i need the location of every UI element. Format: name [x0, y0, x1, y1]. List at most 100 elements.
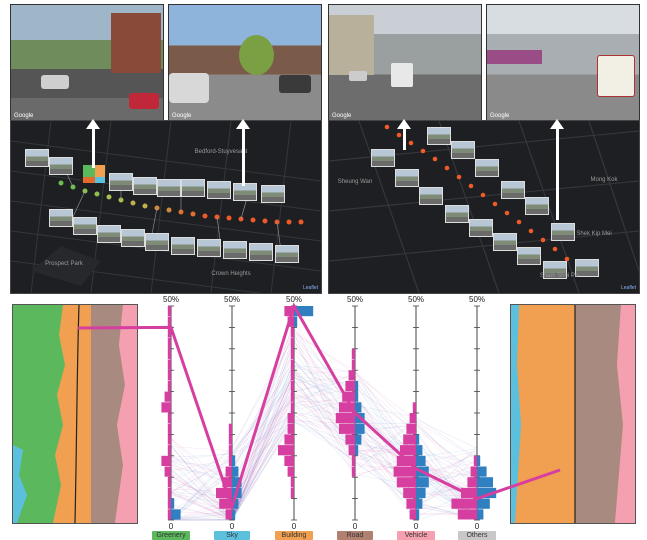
map-thumbnail[interactable]	[49, 209, 73, 227]
histogram-bar-pink	[225, 509, 232, 520]
map-thumbnail[interactable]	[109, 173, 133, 191]
map-thumbnail[interactable]	[133, 177, 157, 195]
axis-bottom-label: 0	[168, 522, 174, 531]
map-thumbnail[interactable]	[181, 179, 205, 197]
histogram-bar-pink	[290, 391, 294, 402]
map-thumbnail[interactable]	[517, 247, 541, 265]
composition-strip-left[interactable]	[12, 304, 138, 524]
map-thumbnail[interactable]	[371, 149, 395, 167]
background-line-blue	[170, 379, 478, 521]
map-thumbnail[interactable]	[427, 127, 451, 145]
map-thumbnail[interactable]	[249, 243, 273, 261]
background-line-blue	[170, 393, 478, 507]
map-thumbnail[interactable]	[543, 261, 567, 279]
map-thumbnail[interactable]	[575, 259, 599, 277]
background-line-pink	[170, 376, 478, 518]
background-line-pink	[170, 349, 478, 519]
background-line-blue	[170, 379, 478, 517]
background-line-blue	[170, 327, 478, 498]
legend-sky[interactable]: Sky	[214, 531, 250, 540]
map-thumbnail[interactable]	[197, 239, 221, 257]
background-line-blue	[170, 352, 478, 521]
map-thumbnail[interactable]	[419, 187, 443, 205]
histogram-bar-pink	[167, 487, 171, 499]
background-line-pink	[170, 331, 478, 521]
legend-building[interactable]: Building	[275, 531, 313, 540]
map-thumbnail[interactable]	[121, 229, 145, 247]
histogram-bar-pink	[164, 466, 171, 477]
histogram-bar-blue	[355, 434, 362, 445]
map-attribution[interactable]: Leaflet	[302, 285, 318, 291]
background-line-pink	[170, 318, 478, 521]
legend-vehicle[interactable]: Vehicle	[397, 531, 435, 540]
map-thumbnail[interactable]	[551, 223, 575, 241]
histogram-bar-blue	[416, 445, 423, 456]
background-line-pink	[170, 375, 478, 509]
map-thumbnail[interactable]	[451, 141, 475, 159]
background-line-blue	[171, 365, 478, 521]
legend-others[interactable]: Others	[458, 531, 496, 540]
histogram-bar-blue	[416, 498, 423, 509]
histogram-bar-pink	[167, 306, 171, 317]
map-place-label: Mong Kok	[590, 177, 618, 183]
legend-road[interactable]: Road	[337, 531, 373, 540]
histogram-bar-pink	[290, 487, 294, 499]
background-line-blue	[170, 404, 478, 501]
map-thumbnail[interactable]	[469, 219, 493, 237]
background-line-pink	[170, 360, 478, 508]
street-photo-4: Google	[486, 4, 640, 122]
histogram-bar-pink	[167, 380, 171, 392]
map-thumbnail[interactable]	[157, 179, 181, 197]
composition-strip-right[interactable]	[510, 304, 636, 524]
map-thumbnail[interactable]	[207, 181, 231, 199]
map-thumbnail[interactable]	[73, 217, 97, 235]
histogram-bar-pink	[161, 455, 171, 466]
histogram-bar-pink	[467, 477, 477, 488]
background-line-pink	[170, 341, 478, 521]
map-thumbnail[interactable]	[223, 241, 247, 259]
map-thumbnail[interactable]	[475, 159, 499, 177]
background-line-pink	[170, 387, 478, 521]
background-line-blue	[170, 338, 478, 521]
background-line-blue	[170, 380, 478, 521]
map-thumbnail[interactable]	[49, 157, 73, 175]
map-thumbnail[interactable]	[445, 205, 469, 223]
map-thumbnail[interactable]	[501, 181, 525, 199]
map-thumbnail[interactable]	[233, 183, 257, 201]
background-line-pink	[170, 387, 478, 492]
histogram-bar-blue	[294, 306, 314, 317]
strip-left-svg	[13, 305, 137, 523]
histogram-bar-pink	[161, 402, 171, 413]
histogram-bar-pink	[409, 413, 416, 424]
axis-bottom-label: 0	[291, 522, 297, 531]
map-hong-kong[interactable]: Sheung Wan Sham Shui Po Shek Kip Mei Mon…	[328, 120, 640, 294]
background-line-blue	[171, 399, 478, 521]
map-thumbnail[interactable]	[395, 169, 419, 187]
histogram-bar-pink	[403, 434, 416, 445]
map-thumbnail[interactable]	[493, 233, 517, 251]
histogram-bar-blue	[355, 380, 359, 392]
legend-greenery[interactable]: Greenery	[152, 531, 190, 540]
background-line-pink	[170, 379, 478, 521]
background-line-pink	[170, 394, 478, 518]
map-thumbnail[interactable]	[145, 233, 169, 251]
map-thumbnail[interactable]	[525, 197, 549, 215]
histogram-bar-pink	[167, 445, 171, 456]
histogram-bar-pink	[167, 338, 171, 349]
map-new-york[interactable]: Bedford-Stuyvesant Crown Heights Prospec…	[10, 120, 322, 294]
histogram-bar-pink	[290, 477, 294, 488]
histogram-bar-blue	[232, 487, 242, 499]
histogram-bar-pink	[167, 359, 171, 370]
map-thumbnail[interactable]	[97, 225, 121, 243]
strip-right-svg	[511, 305, 635, 523]
background-line-blue	[170, 411, 478, 521]
background-line-blue	[171, 371, 478, 521]
map-thumbnail[interactable]	[261, 185, 285, 203]
histogram-bar-pink	[409, 509, 416, 520]
map-thumbnail[interactable]	[275, 245, 299, 263]
map-thumbnail[interactable]	[25, 149, 49, 167]
map-attribution[interactable]: Leaflet	[620, 285, 636, 291]
map-thumbnail[interactable]	[171, 237, 195, 255]
histogram-bar-pink	[284, 306, 294, 317]
histogram-bar-pink	[412, 402, 416, 413]
